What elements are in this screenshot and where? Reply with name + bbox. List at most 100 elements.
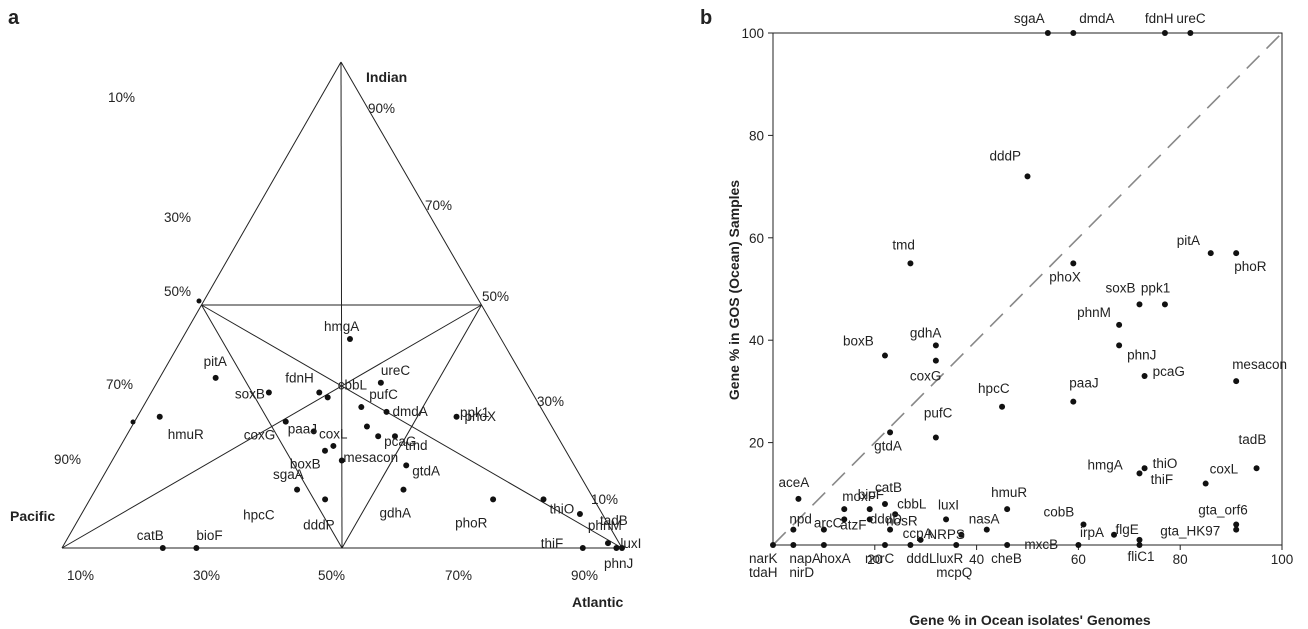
- scatter-point-catB: [881, 501, 888, 508]
- scatter-point-label: hmuR: [991, 485, 1027, 500]
- vertex-label-pacific: Pacific: [10, 508, 55, 524]
- ternary-point-label: pcaG: [384, 434, 416, 449]
- scatter-point-label: ppk1: [1141, 280, 1170, 295]
- scatter-point-label: pitA: [1177, 233, 1200, 248]
- y-tick-label: 60: [749, 231, 764, 246]
- scatter-point-label: bioF: [858, 487, 884, 502]
- scatter-point-label: cbbL: [897, 496, 927, 511]
- ternary-point-label: hmuR: [168, 427, 204, 442]
- scatter-point-ureC: [1187, 30, 1194, 36]
- scatter-point-label: dddL: [906, 551, 937, 566]
- ternary-point-label: coxL: [319, 427, 348, 442]
- scatter-point-tmd: [907, 260, 914, 267]
- ternary-plot: 10% 30% 50% 70% 90% 90% 70% 50% 30% 10% 10% 30% 50% 7…: [10, 61, 641, 610]
- scatter-point-norC: [881, 542, 888, 548]
- ternary-point-paaJ: [310, 428, 317, 435]
- bottom-edge-tick-label: 90%: [571, 568, 598, 583]
- scatter-point-label: gdhA: [910, 325, 942, 340]
- right-edge-tick-label: 30%: [537, 394, 564, 409]
- edge-tick-mark: [196, 298, 202, 304]
- scatter-point-luxI: [943, 516, 950, 523]
- scatter-point-dddP: [1024, 173, 1031, 180]
- scatter-point-label: napA: [789, 551, 821, 566]
- ternary-point-gdhA: [400, 486, 407, 493]
- scatter-point-label: sgaA: [1014, 11, 1045, 26]
- scatter-point-label: tadB: [1239, 432, 1267, 447]
- scatter-point-hmgA: [1136, 470, 1143, 477]
- scatter-point-label: mesacon: [1232, 357, 1287, 372]
- panel-a-letter: a: [8, 7, 20, 29]
- scatter-point-NRPS: [958, 531, 965, 538]
- left-edge-tick-label: 10%: [108, 90, 135, 105]
- vertex-label-atlantic: Atlantic: [572, 594, 624, 610]
- ternary-point-label: gtdA: [412, 463, 440, 478]
- left-edge-tick-label: 50%: [164, 284, 191, 299]
- scatter-point-tadB: [1253, 465, 1260, 472]
- ternary-point-hpcC: [294, 486, 301, 493]
- ternary-point-soxB: [265, 389, 272, 396]
- ternary-point-catB: [159, 545, 166, 551]
- scatter-point-phoR: [1233, 250, 1240, 257]
- ternary-point-label: fdnH: [285, 370, 314, 385]
- ternary-point-phoX: [453, 413, 460, 420]
- scatter-point-coxL: [1202, 480, 1209, 487]
- y-tick-label: 100: [741, 26, 764, 41]
- scatter-point-paaJ: [1070, 398, 1077, 405]
- scatter-point-phnM: [1116, 321, 1123, 328]
- scatter-point-label: nirD: [789, 565, 814, 580]
- scatter-point-gta_orf6: [1233, 521, 1240, 528]
- scatter-point-label: ccpA: [903, 526, 933, 541]
- scatter-point-boxB: [881, 352, 888, 359]
- scatter-point-label: narK: [749, 551, 778, 566]
- scatter-point-label: cheB: [991, 551, 1022, 566]
- scatter-point-coxG: [932, 357, 939, 364]
- ternary-point-label: pufC: [369, 387, 398, 402]
- scatter-point-label: irpA: [1080, 525, 1104, 540]
- ternary-point-label: tadB: [600, 513, 628, 528]
- ternary-point-gtdA: [403, 462, 410, 469]
- ternary-point-label: paaJ: [288, 421, 317, 436]
- diagonal-1to1-line: [772, 32, 1283, 546]
- bottom-edge-tick-label: 50%: [318, 568, 345, 583]
- scatter-point-bioF: [866, 506, 873, 513]
- ternary-point-bioF: [193, 545, 200, 551]
- scatter-point-nasA: [983, 526, 990, 533]
- x-tick-label: 20: [867, 552, 882, 567]
- ternary-point-thiF: [579, 545, 586, 551]
- scatter-point-label: pcaG: [1153, 364, 1185, 379]
- scatter-point-label: atzF: [840, 517, 866, 532]
- scatter-point-label: phoR: [1234, 259, 1267, 274]
- ternary-point-label: tmd: [405, 438, 428, 453]
- ternary-point-label: phoR: [455, 515, 488, 530]
- scatter-point-fliC1: [1136, 542, 1143, 548]
- ternary-point-tmd: [391, 433, 398, 440]
- ternary-point-label: dddP: [303, 517, 335, 532]
- vertex-label-indian: Indian: [366, 69, 407, 85]
- left-edge-tick-label: 90%: [54, 452, 81, 467]
- scatter-point-label: boxB: [843, 334, 874, 349]
- bottom-edge-tick-label: 70%: [445, 568, 472, 583]
- scatter-point-label: pufC: [924, 405, 953, 420]
- scatter-point-label: catB: [875, 480, 902, 495]
- scatter-point-label: gta_HK97: [1160, 524, 1220, 539]
- ternary-point-label: luxI: [620, 536, 641, 551]
- ternary-point-label: thiF: [541, 536, 564, 551]
- scatter-point-label: mcpQ: [936, 565, 972, 580]
- scatter-point-label: hoxA: [820, 551, 851, 566]
- ternary-point-label: dmdA: [393, 404, 428, 419]
- scatter-point-sgaA: [1044, 30, 1051, 36]
- ternary-point-boxB: [338, 457, 345, 464]
- median-atlantic: [201, 304, 623, 549]
- scatter-point-label: aceA: [778, 475, 809, 490]
- ternary-point-hmuR: [156, 413, 163, 420]
- scatter-point-moxF: [841, 506, 848, 513]
- scatter-point-pufC: [932, 434, 939, 441]
- scatter-point-label: npd: [789, 512, 812, 527]
- scatter-point-gtdA: [887, 429, 894, 436]
- scatter-point-flgE: [1136, 536, 1143, 543]
- scatter-point-aceA: [795, 495, 802, 502]
- scatter-point-label: phoX: [1049, 269, 1081, 284]
- scatter-point-ppk1: [1161, 301, 1168, 308]
- right-edge-tick-label: 10%: [591, 492, 618, 507]
